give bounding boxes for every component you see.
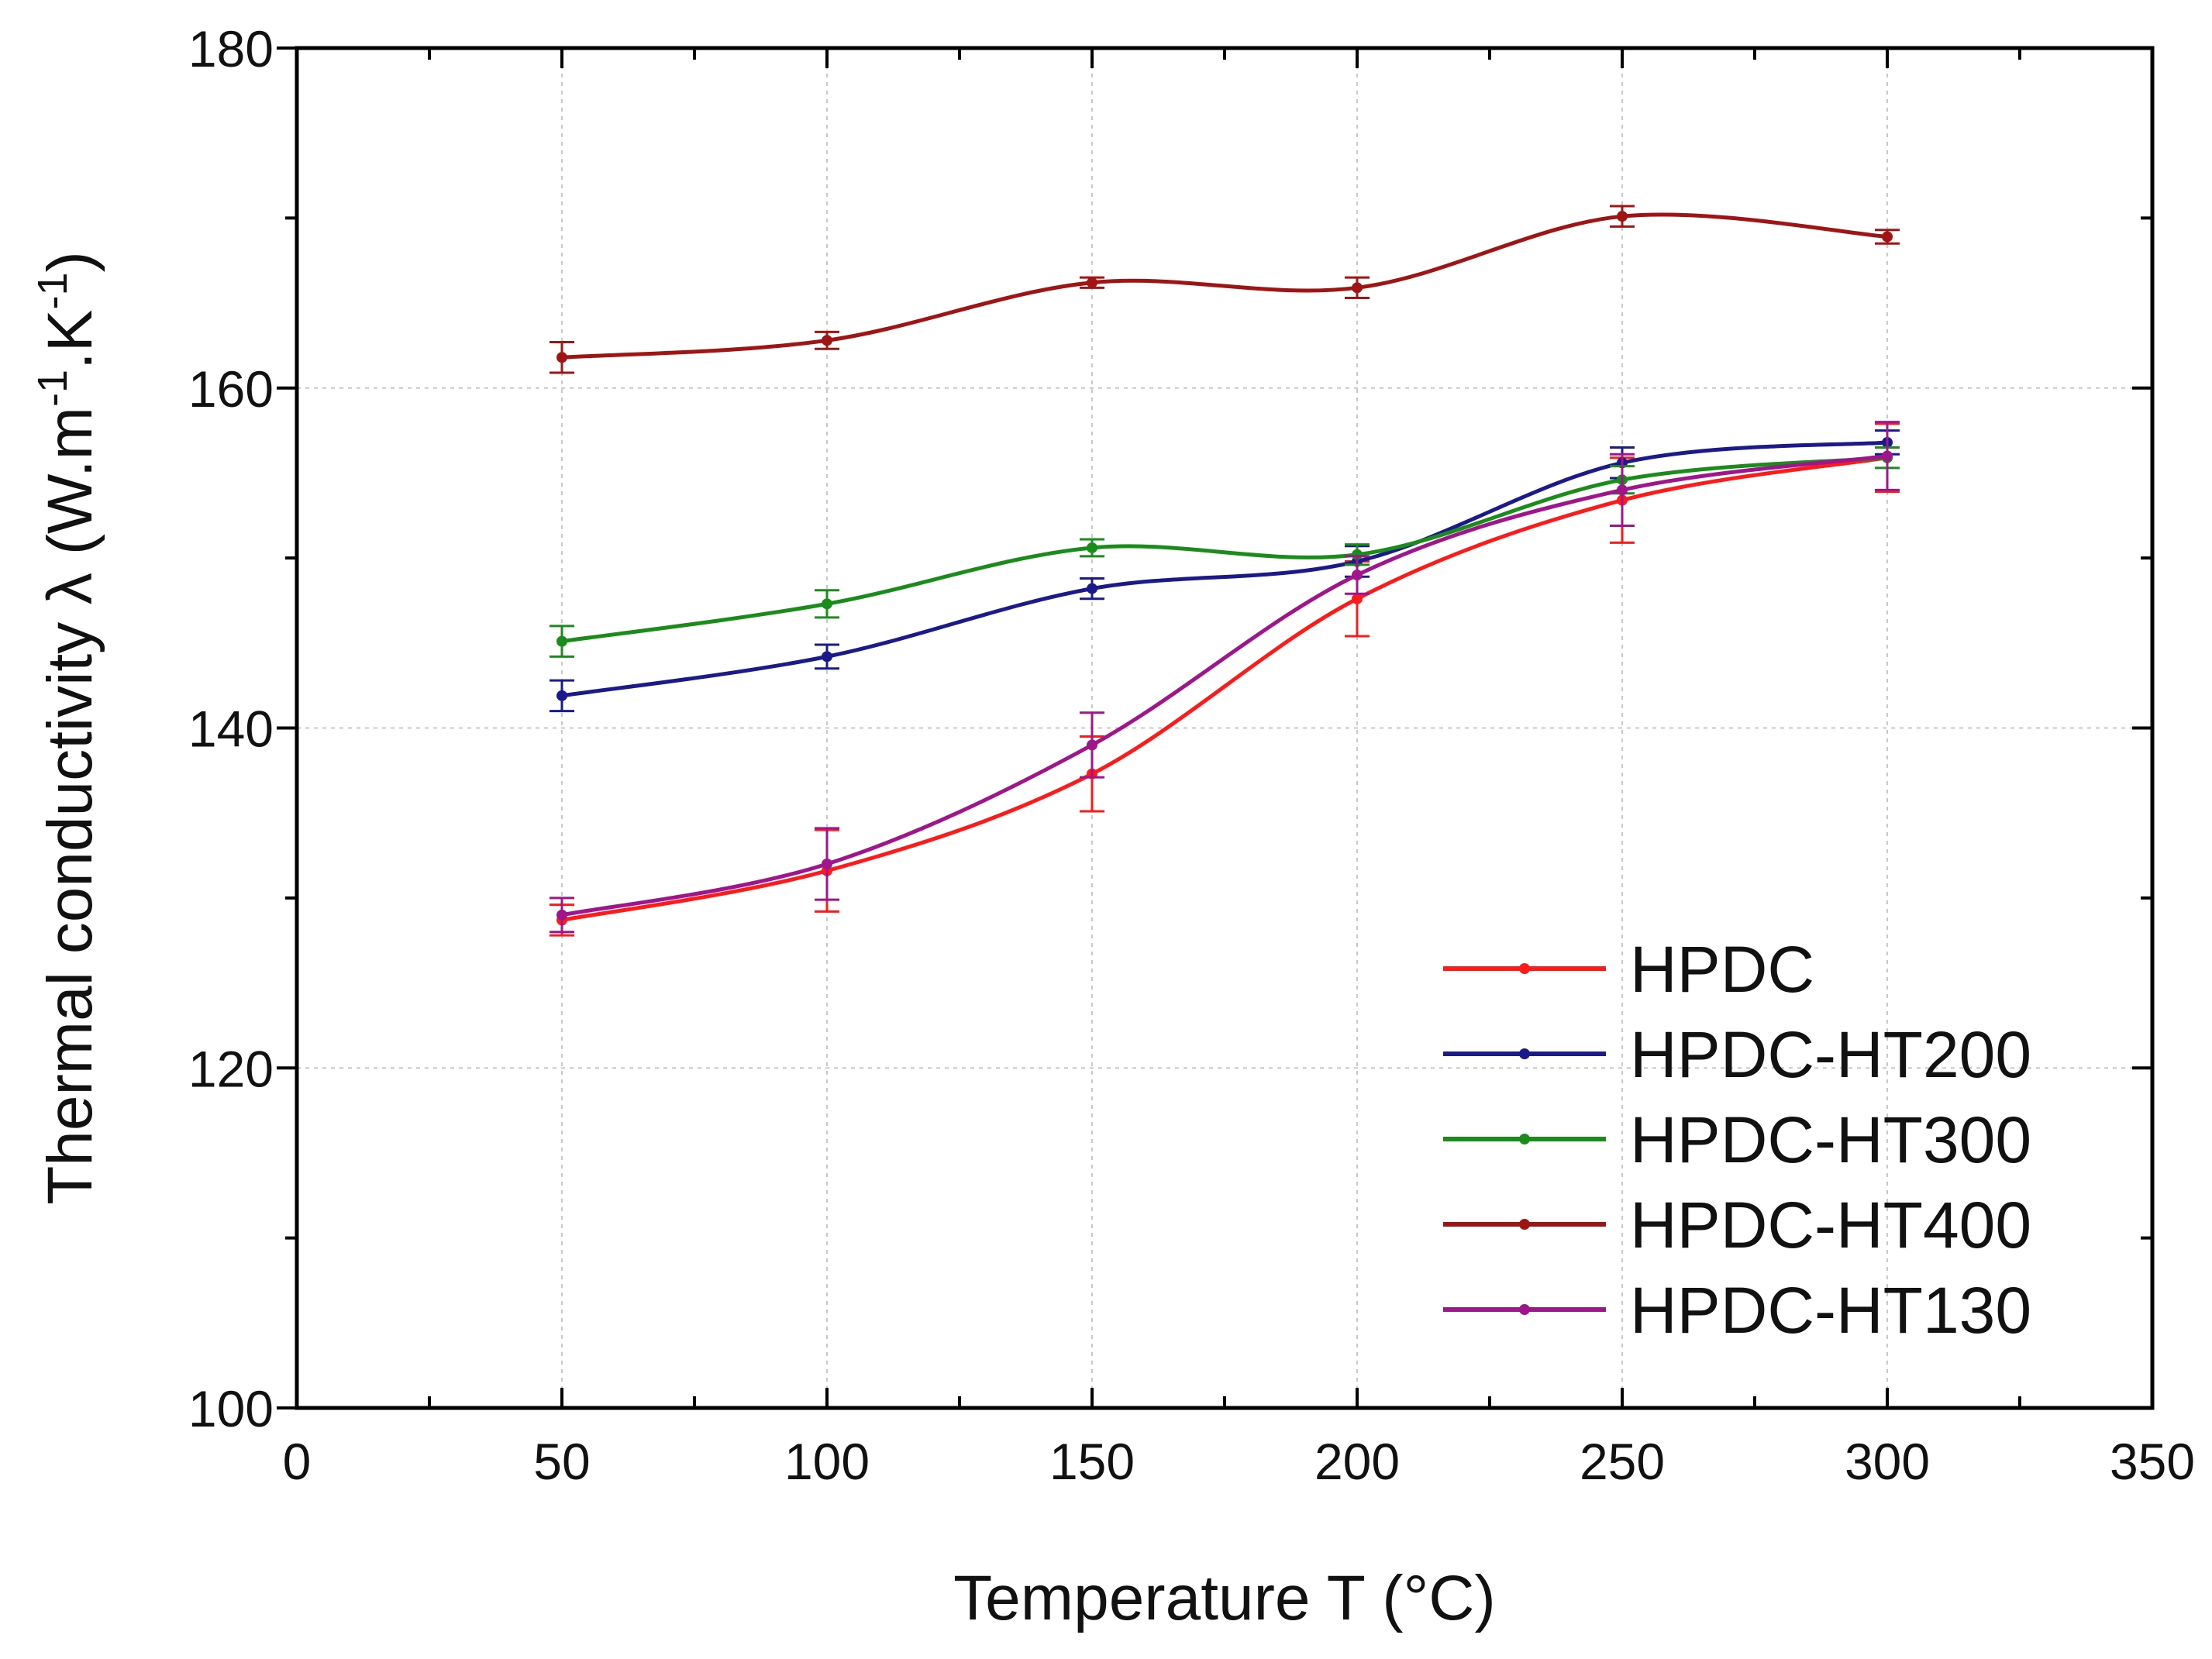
legend-marker-hpdc-ht200 — [1519, 1048, 1530, 1059]
series-line-hpdc-ht400 — [561, 212, 1888, 360]
data-point — [1882, 231, 1893, 243]
axis-ticks — [277, 46, 2154, 1409]
gridlines — [297, 48, 2152, 1408]
data-point — [1617, 484, 1628, 496]
y-tick-label: 140 — [188, 700, 274, 758]
legend-label-hpdc-ht200: HPDC-HT200 — [1630, 1018, 2031, 1091]
y-title-sup2: -1 — [29, 273, 76, 310]
x-tick-labels: 0 50 100 150 200 250 300 350 — [283, 1433, 2195, 1490]
x-tick-label: 0 — [283, 1433, 312, 1490]
y-tick-label: 100 — [188, 1380, 274, 1437]
x-tick-label: 50 — [533, 1433, 590, 1490]
data-point — [1882, 450, 1893, 462]
x-tick-label: 150 — [1049, 1433, 1135, 1490]
y-tick-label: 180 — [188, 20, 274, 77]
series-layer — [550, 205, 1900, 937]
data-point — [1087, 277, 1097, 288]
x-tick-label: 250 — [1580, 1433, 1665, 1490]
x-tick-label: 300 — [1845, 1433, 1930, 1490]
y-title-unit-main: (W.m — [35, 407, 105, 573]
legend-marker-hpdc — [1519, 963, 1530, 974]
legend-marker-hpdc-ht300 — [1519, 1134, 1530, 1144]
data-point — [1352, 282, 1363, 294]
y-tick-label: 160 — [188, 360, 274, 418]
series-line-hpdc — [561, 456, 1888, 922]
data-point — [1087, 583, 1097, 594]
series-line-hpdc-ht200 — [561, 440, 1888, 698]
legend-label-hpdc-ht130: HPDC-HT130 — [1630, 1274, 2031, 1347]
x-tick-label: 100 — [784, 1433, 870, 1490]
series-hpdc-ht400 — [550, 205, 1900, 374]
series-hpdc-ht130 — [550, 421, 1900, 934]
legend-marker-hpdc-ht130 — [1519, 1304, 1530, 1315]
data-point — [1087, 542, 1097, 553]
y-tick-labels: 100 120 140 160 180 — [188, 20, 274, 1437]
y-title-sup1: -1 — [29, 370, 76, 407]
series-line-hpdc-ht130 — [561, 454, 1888, 917]
legend-marker-hpdc-ht400 — [1519, 1219, 1530, 1230]
data-point — [1087, 739, 1097, 751]
data-point — [556, 690, 567, 701]
y-tick-label: 120 — [188, 1040, 274, 1097]
legend-label-hpdc-ht300: HPDC-HT300 — [1630, 1103, 2031, 1176]
y-axis-title: Thermal conductivity λ (W.m-1.K-1) — [29, 251, 105, 1205]
data-point — [556, 352, 567, 363]
x-tick-label: 350 — [2110, 1433, 2195, 1490]
data-point — [556, 909, 567, 921]
legend-label-hpdc: HPDC — [1630, 933, 1814, 1006]
data-point — [822, 335, 832, 346]
data-point — [556, 635, 567, 647]
legend: HPDC HPDC-HT200 HPDC-HT300 HPDC-HT400 HPDC-H… — [1443, 933, 2031, 1347]
x-tick-label: 200 — [1314, 1433, 1400, 1490]
data-point — [1352, 593, 1363, 604]
y-title-unit-mid: .K — [35, 310, 105, 370]
series-line-hpdc-ht300 — [561, 456, 1888, 644]
y-title-prefix: Thermal conductivity — [35, 604, 105, 1205]
x-axis-title: Temperature T (°C) — [953, 1563, 1496, 1633]
y-title-unit-end: ) — [35, 251, 105, 272]
y-title-symbol: λ — [35, 573, 105, 604]
data-point — [822, 598, 832, 610]
data-point — [1352, 570, 1363, 581]
data-point — [822, 859, 832, 869]
data-point — [1617, 211, 1628, 222]
legend-label-hpdc-ht400: HPDC-HT400 — [1630, 1189, 2031, 1261]
data-point — [822, 651, 832, 663]
